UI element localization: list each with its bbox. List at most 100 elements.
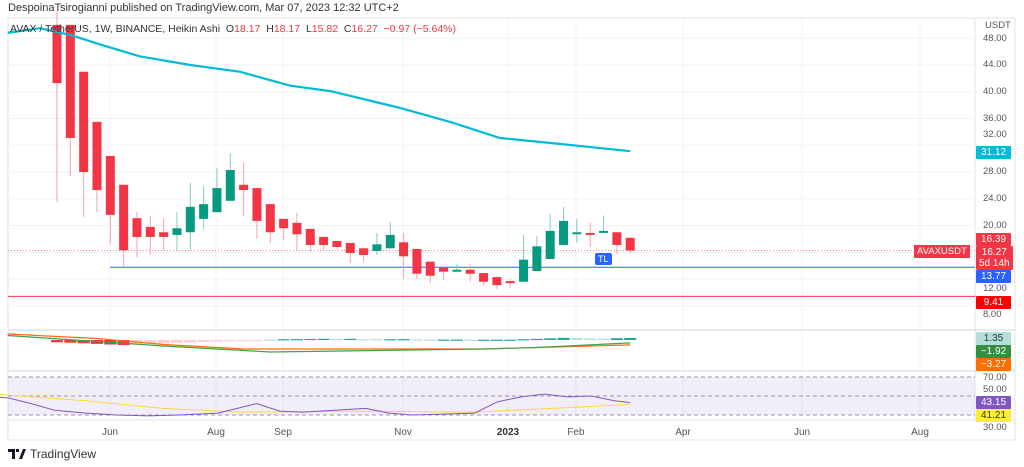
macd-histogram-bar	[51, 340, 63, 343]
macd-histogram-bar	[570, 338, 583, 340]
high-label: H	[266, 23, 274, 35]
macd-histogram-bar	[584, 338, 597, 340]
last-price: 16.27	[981, 247, 1007, 258]
candle-body	[372, 244, 382, 251]
price-tick-label: 20.00	[983, 219, 1007, 231]
last-price-badge: 16.27 5d 14h	[976, 246, 1013, 270]
price-tick-label: 28.00	[983, 166, 1007, 178]
candle-body	[265, 204, 275, 233]
rsi-tick-label: 70.00	[983, 372, 1007, 383]
candle-body	[332, 240, 342, 247]
ma-price-badge: 31.12	[976, 146, 1011, 159]
time-tick-label: Apr	[675, 427, 691, 438]
candle-body	[119, 184, 129, 251]
symbol-name[interactable]: AVAX / TetherUS, 1W, BINANCE, Heikin Ash…	[10, 23, 221, 35]
candle-body	[559, 220, 569, 245]
macd-histogram-bar	[597, 338, 610, 340]
time-tick-label: Sep	[274, 427, 292, 438]
open-value: 18.17	[234, 23, 261, 35]
price-tick-label: 36.00	[983, 112, 1007, 124]
macd-histogram-bar	[490, 339, 503, 341]
macd-histogram-bar	[357, 339, 370, 341]
macd-histogram-bar	[290, 339, 303, 341]
macd-histogram-badge: 1.35	[976, 332, 1011, 345]
price-tick-label: 48.00	[983, 33, 1007, 44]
high-value: 18.17	[273, 23, 301, 35]
macd-histogram-bar	[144, 340, 157, 344]
time-tick-label: Jun	[793, 427, 811, 438]
macd-line	[7, 334, 631, 353]
macd-histogram-bar	[264, 339, 277, 341]
moving-average-line	[7, 27, 631, 153]
time-tick-label: Aug	[207, 427, 225, 438]
price-tick-label: 8.00	[983, 309, 1002, 320]
macd-histogram-bar	[64, 340, 77, 343]
candle-body	[225, 170, 235, 201]
candle-body	[465, 269, 475, 274]
macd-histogram-bar	[624, 337, 637, 340]
candle-body	[532, 246, 542, 272]
candle-body	[572, 232, 582, 235]
candle-body	[239, 184, 249, 191]
brand-name: TradingView	[30, 447, 97, 461]
macd-histogram-bar	[557, 337, 570, 340]
macd-histogram-bar	[464, 339, 477, 341]
macd-histogram-bar	[157, 340, 170, 344]
price-tick-label: 40.00	[983, 85, 1007, 97]
candle-body	[305, 228, 315, 245]
rsi-line	[0, 393, 631, 417]
macd-histogram-bar	[384, 339, 397, 341]
macd-histogram-bar	[224, 340, 237, 342]
open-label: O	[225, 23, 235, 35]
candle-body	[385, 234, 395, 249]
time-tick-label: Nov	[394, 427, 412, 438]
macd-histogram-bar	[477, 339, 490, 341]
candle-body	[359, 248, 369, 255]
low-label: L	[305, 23, 312, 35]
candle-body	[65, 24, 75, 138]
candle-body	[399, 242, 409, 257]
low-value: 15.82	[311, 23, 339, 35]
candle-body	[52, 24, 62, 84]
macd-histogram-bar	[397, 339, 410, 341]
candle-body	[199, 204, 209, 219]
macd-histogram-bar	[544, 338, 557, 340]
macd-histogram-bar	[517, 339, 530, 341]
macd-histogram-bar	[504, 339, 517, 341]
low-line-badge: 9.41	[976, 296, 1011, 309]
candle-body	[319, 236, 329, 245]
macd-histogram-bar	[610, 338, 623, 340]
macd-histogram-bar	[277, 339, 290, 341]
macd-badge: −1.92	[976, 345, 1011, 358]
candle-body	[185, 206, 195, 233]
macd-histogram-bar	[344, 338, 357, 340]
candle-body	[279, 218, 289, 229]
price-tick-label: 12.00	[983, 283, 1007, 294]
macd-histogram-bar	[330, 338, 343, 341]
currency-unit: USDT	[985, 20, 1011, 31]
rsi-badge: 43.15	[976, 396, 1011, 409]
candle-body	[505, 281, 515, 284]
candle-body	[479, 273, 489, 282]
price-tick-label: 24.00	[983, 192, 1007, 204]
chart-frame	[7, 17, 1016, 441]
symbol-legend: AVAX / TetherUS, 1W, BINANCE, Heikin Ash…	[10, 23, 456, 35]
prev-close-badge: 16.39	[976, 233, 1011, 246]
trendline-badge[interactable]: TL	[595, 253, 612, 265]
macd-histogram-bar	[117, 340, 130, 346]
rsi-ma-badge: 41.21	[976, 409, 1011, 422]
macd-histogram-bar	[530, 338, 543, 340]
candle-body	[345, 242, 355, 253]
candle-body	[92, 121, 102, 191]
change-value: −0.97 (−5.64%)	[383, 23, 457, 35]
tradingview-logo-icon	[8, 449, 26, 459]
macd-histogram-bar	[437, 339, 450, 341]
candle-body	[159, 232, 169, 237]
macd-histogram-bar	[410, 339, 423, 341]
tradingview-logo[interactable]: TradingView	[8, 447, 96, 461]
macd-histogram-bar	[170, 340, 183, 343]
candle-body	[585, 232, 595, 235]
macd-histogram-bar	[450, 339, 463, 341]
candle-body	[612, 232, 622, 245]
